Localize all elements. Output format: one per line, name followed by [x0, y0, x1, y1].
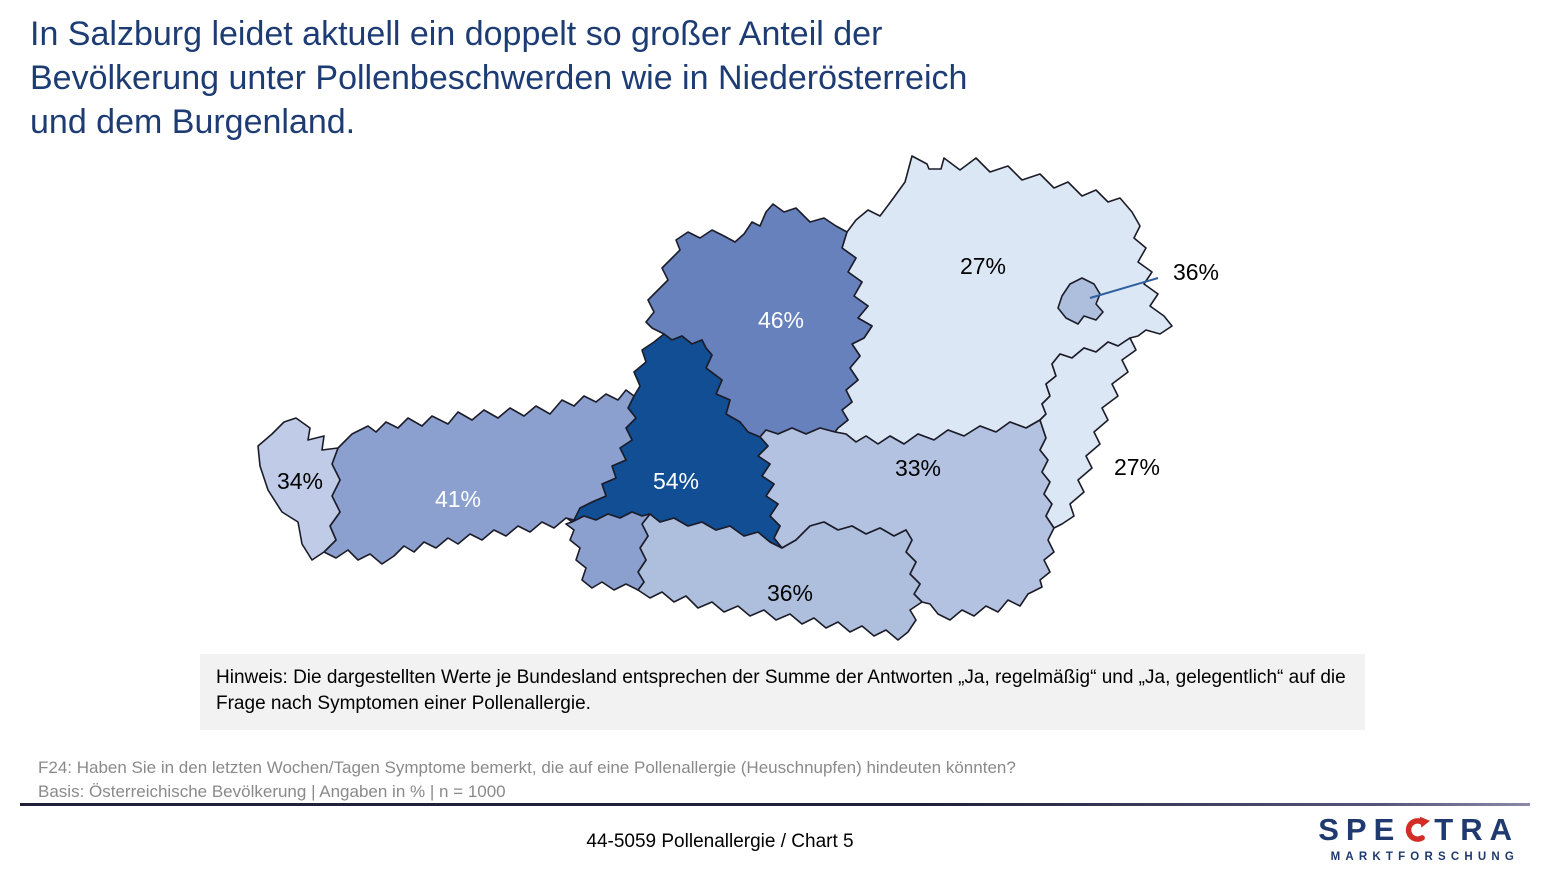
region-osttirol — [565, 511, 651, 591]
spectra-wordmark: SPE TRA — [1318, 812, 1519, 848]
title-line-3: und dem Burgenland. — [30, 103, 356, 142]
footer-divider — [20, 803, 1530, 806]
title-line-1: In Salzburg leidet aktuell ein doppelt s… — [30, 15, 883, 53]
region-burgenland — [1039, 337, 1137, 529]
note-box: Hinweis: Die dargestellten Werte je Bund… — [200, 654, 1365, 731]
label-burgenland: 27% — [1114, 454, 1160, 480]
spectra-swoosh-icon — [1406, 816, 1431, 842]
wien-callout-line — [1089, 277, 1159, 299]
label-steiermark: 33% — [895, 455, 941, 481]
title-line-2: Bevölkerung unter Pollenbeschwerden wie … — [30, 59, 968, 98]
spectra-subtitle: MARKTFORSCHUNG — [1330, 851, 1519, 863]
slide-title: In Salzburg leidet aktuell ein doppelt s… — [30, 12, 1230, 145]
label-salzburg: 54% — [653, 468, 699, 494]
label-kaernten: 36% — [767, 580, 813, 606]
footnote-question: F24: Haben Sie in den letzten Wochen/Tag… — [38, 758, 1016, 777]
label-tirol: 41% — [435, 486, 481, 512]
spectra-word-start: SPE — [1318, 812, 1402, 847]
spectra-word-end: TRA — [1434, 812, 1519, 847]
region-tirol — [323, 389, 637, 565]
label-wien: 36% — [1173, 259, 1219, 285]
austria-map: 34% 41% 54% 46% 27% 33% 36% 27% 36% — [257, 155, 1219, 641]
chart-reference: 44-5059 Pollenallergie / Chart 5 — [586, 831, 854, 852]
footnote: F24: Haben Sie in den letzten Wochen/Tag… — [38, 756, 1016, 804]
region-niederoesterreich — [834, 155, 1173, 445]
spectra-logo: SPE TRA MARKTFORSCHUNG — [1318, 812, 1519, 863]
label-niederoesterreich: 27% — [960, 253, 1006, 279]
footnote-basis: Basis: Österreichische Bevölkerung | Ang… — [38, 782, 506, 802]
label-vorarlberg: 34% — [277, 468, 323, 494]
region-wien — [1057, 277, 1104, 325]
note-text: Hinweis: Die dargestellten Werte je Bund… — [216, 667, 1346, 715]
label-oberoesterreich: 46% — [758, 307, 804, 333]
region-vorarlberg — [257, 417, 341, 561]
